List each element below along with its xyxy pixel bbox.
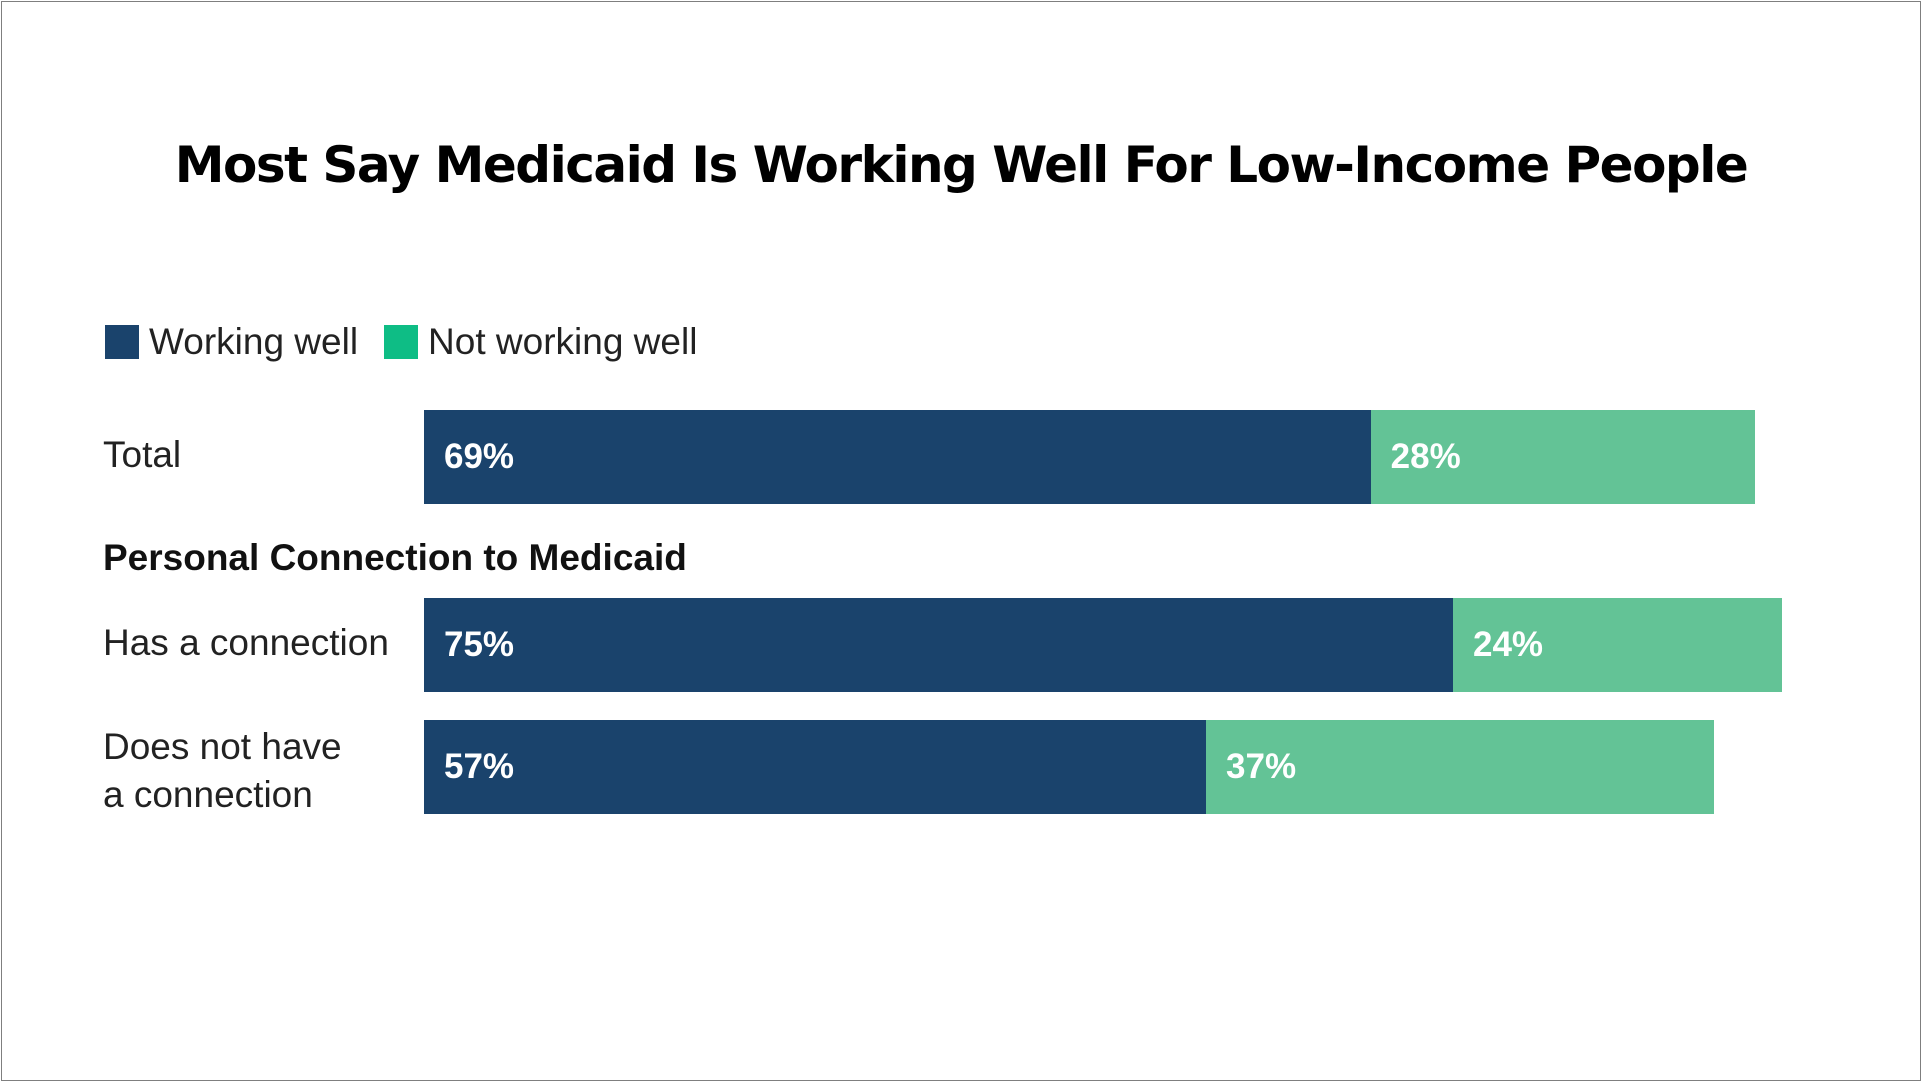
data-label-no-connection-working-well: 57% [444, 747, 515, 786]
data-label-has-connection-working-well: 75% [444, 625, 515, 664]
category-label-no-connection-line-1: Does not have [103, 726, 342, 767]
legend-item-not-working-well: Not working well [384, 321, 697, 363]
legend-swatch-working-well [105, 325, 139, 359]
category-label-no-connection: Does not have a connection [103, 723, 342, 819]
bar-total-not-working-well [1370, 410, 1755, 504]
data-label-no-connection-not-working-well: 37% [1226, 747, 1297, 786]
bar-total-working-well [424, 410, 1371, 504]
legend-label-not-working-well: Not working well [428, 321, 698, 362]
bar-has-connection-not-working-well [1453, 598, 1783, 692]
category-label-no-connection-line-2: a connection [103, 774, 313, 815]
data-label-total-not-working-well: 28% [1390, 437, 1461, 476]
bar-no-connection-working-well [424, 720, 1207, 814]
legend: Working well Not working well [105, 321, 723, 363]
chart-title: Most Say Medicaid Is Working Well For Lo… [174, 136, 1749, 194]
bar-row-total: 69% 28% [424, 410, 1824, 504]
legend-label-working-well: Working well [149, 321, 359, 362]
category-label-total: Total [103, 431, 181, 479]
category-label-total-line-1: Total [103, 434, 182, 475]
bar-row-no-connection: 57% 37% [424, 720, 1824, 814]
bar-has-connection-working-well [424, 598, 1453, 692]
section-heading: Personal Connection to Medicaid [103, 537, 687, 578]
category-label-has-connection-line-1: Has a connection [103, 622, 389, 663]
bar-row-has-connection: 75% 24% [424, 598, 1824, 692]
legend-swatch-not-working-well [384, 325, 419, 359]
data-label-total-working-well: 69% [444, 437, 515, 476]
legend-item-working-well: Working well [105, 321, 358, 363]
category-label-has-connection: Has a connection [103, 619, 389, 667]
bar-no-connection-not-working-well [1206, 720, 1714, 814]
data-label-has-connection-not-working-well: 24% [1473, 625, 1544, 664]
